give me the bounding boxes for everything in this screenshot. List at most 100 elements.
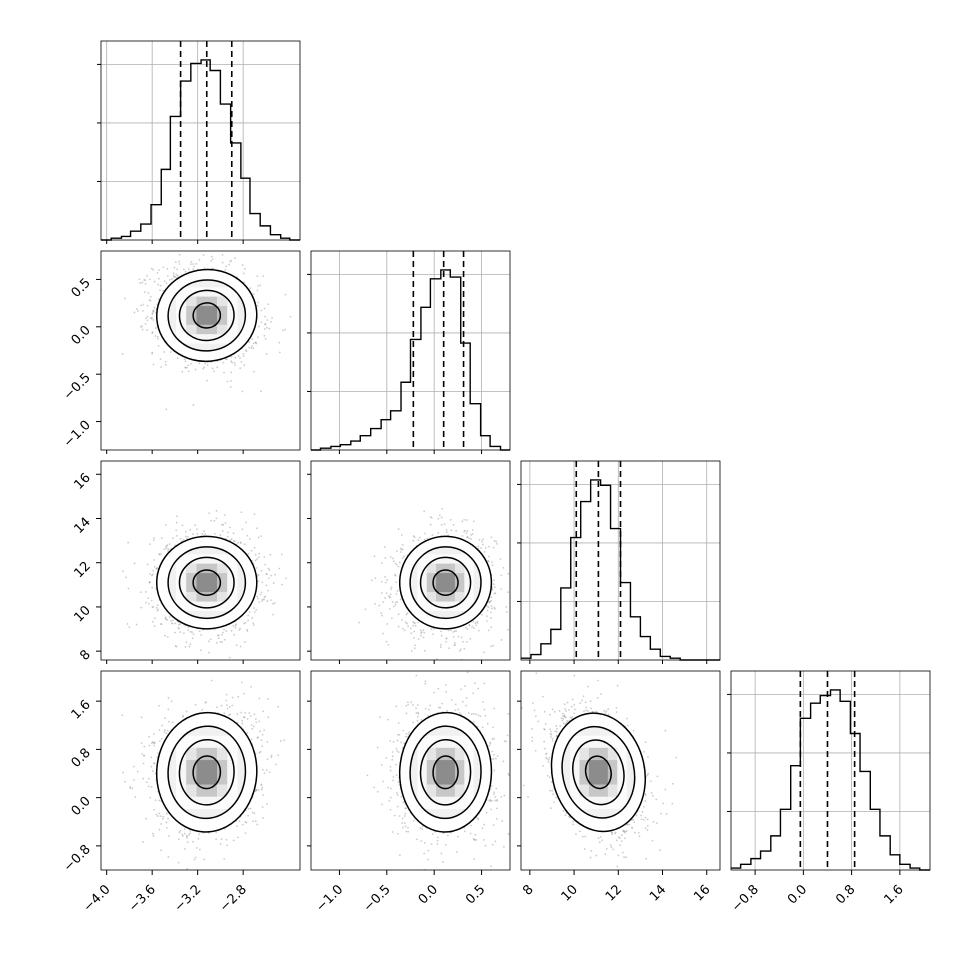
scatter-point bbox=[374, 602, 376, 605]
scatter-point bbox=[263, 729, 266, 731]
scatter-point bbox=[196, 533, 199, 535]
scatter-point bbox=[146, 329, 148, 332]
scatter-point bbox=[261, 745, 264, 748]
density-cell bbox=[196, 573, 207, 583]
density-cell bbox=[417, 582, 427, 593]
scatter-point bbox=[174, 644, 177, 647]
scatter-point bbox=[165, 408, 168, 411]
scatter-point bbox=[208, 651, 210, 654]
scatter-point bbox=[417, 638, 420, 640]
scatter-point bbox=[492, 644, 495, 647]
scatter-point bbox=[162, 266, 165, 269]
scatter-point bbox=[477, 545, 480, 548]
scatter-point bbox=[154, 335, 157, 337]
scatter-point bbox=[221, 641, 224, 643]
density-cell bbox=[176, 554, 187, 564]
scatter-point bbox=[395, 581, 398, 584]
panel-background bbox=[731, 671, 930, 870]
scatter-point bbox=[247, 807, 250, 810]
scatter-point bbox=[188, 645, 191, 648]
scatter-point bbox=[392, 560, 395, 563]
scatter-point bbox=[187, 370, 190, 373]
scatter-point bbox=[177, 838, 180, 841]
panel-content bbox=[121, 679, 286, 870]
scatter-point bbox=[238, 629, 241, 631]
scatter-point bbox=[403, 555, 405, 558]
scatter-point bbox=[247, 614, 250, 617]
scatter-point bbox=[215, 642, 218, 644]
scatter-point bbox=[271, 317, 273, 319]
scatter-point bbox=[128, 626, 131, 629]
density-cell bbox=[464, 563, 474, 574]
scatter-point bbox=[265, 584, 268, 587]
scatter-point bbox=[234, 626, 237, 629]
scatter-point bbox=[243, 543, 246, 546]
scatter-point bbox=[466, 536, 468, 539]
scatter-point bbox=[423, 538, 426, 541]
scatter-point bbox=[269, 553, 272, 556]
scatter-point bbox=[380, 592, 383, 594]
scatter-point bbox=[148, 581, 151, 584]
scatter-point bbox=[142, 303, 145, 306]
scatter-point bbox=[189, 528, 192, 531]
scatter-point bbox=[140, 304, 142, 307]
scatter-point bbox=[248, 346, 251, 349]
scatter-point bbox=[210, 255, 213, 258]
scatter-point bbox=[211, 258, 214, 261]
density-cell bbox=[417, 554, 427, 564]
scatter-point bbox=[174, 631, 176, 634]
scatter-point bbox=[196, 528, 198, 531]
scatter-point bbox=[420, 631, 423, 633]
scatter-point bbox=[414, 625, 417, 627]
scatter-point bbox=[194, 856, 197, 859]
scatter-point bbox=[264, 315, 266, 318]
scatter-point bbox=[457, 635, 460, 638]
scatter-point bbox=[176, 357, 179, 360]
scatter-point bbox=[490, 626, 493, 629]
scatter-point bbox=[234, 363, 236, 366]
scatter-point bbox=[144, 591, 147, 593]
scatter-point bbox=[285, 577, 287, 580]
scatter-point bbox=[465, 519, 468, 521]
scatter-point bbox=[258, 601, 261, 603]
scatter-point bbox=[163, 548, 166, 551]
scatter-point bbox=[253, 513, 256, 516]
panel-frame bbox=[100, 40, 301, 241]
scatter-point bbox=[219, 641, 222, 643]
scatter-point bbox=[151, 313, 154, 316]
scatter-point bbox=[256, 558, 258, 561]
scatter-point bbox=[378, 604, 381, 607]
scatter-point bbox=[401, 543, 404, 546]
density-cell bbox=[206, 324, 217, 335]
scatter-point bbox=[172, 537, 174, 540]
scatter-point bbox=[417, 621, 419, 624]
scatter-point bbox=[280, 553, 283, 556]
scatter-point bbox=[269, 599, 272, 602]
density-cell bbox=[227, 592, 238, 602]
scatter-point bbox=[163, 280, 166, 283]
scatter-point bbox=[472, 627, 475, 630]
scatter-point bbox=[235, 623, 238, 626]
scatter-point bbox=[121, 352, 124, 355]
panel-frame bbox=[520, 460, 721, 661]
density-cell bbox=[216, 592, 228, 602]
scatter-point bbox=[476, 620, 479, 623]
scatter-point bbox=[164, 634, 166, 637]
scatter-point bbox=[407, 625, 409, 628]
scatter-point bbox=[265, 572, 268, 575]
scatter-point bbox=[398, 561, 401, 564]
scatter-point bbox=[395, 593, 398, 595]
scatter-point bbox=[158, 277, 160, 280]
scatter-point bbox=[153, 536, 155, 539]
scatter-point bbox=[149, 295, 152, 298]
contour-line bbox=[432, 569, 459, 596]
scatter-point bbox=[169, 351, 172, 353]
scatter-point bbox=[147, 292, 150, 294]
scatter-point bbox=[266, 319, 269, 321]
scatter-point bbox=[178, 623, 180, 626]
scatter-point bbox=[194, 368, 197, 371]
scatter-point bbox=[199, 649, 202, 652]
scatter-point bbox=[164, 363, 167, 366]
scatter-point bbox=[487, 629, 490, 632]
scatter-point bbox=[234, 257, 237, 260]
